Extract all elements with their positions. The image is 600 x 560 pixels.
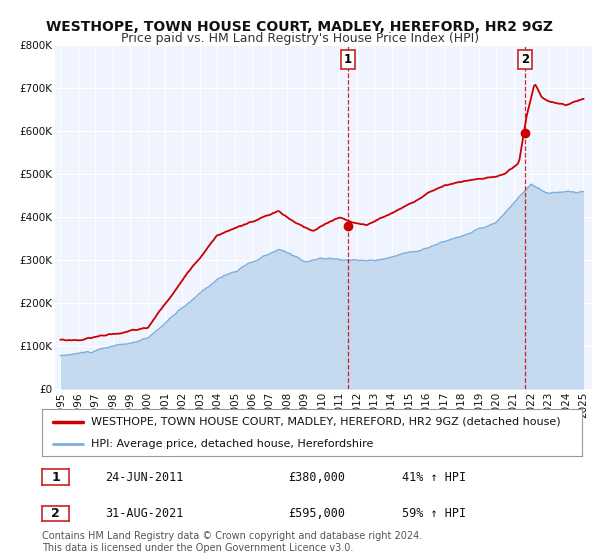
Text: 2: 2: [51, 507, 60, 520]
Text: £595,000: £595,000: [288, 507, 345, 520]
Text: This data is licensed under the Open Government Licence v3.0.: This data is licensed under the Open Gov…: [42, 543, 353, 553]
Text: £380,000: £380,000: [288, 470, 345, 484]
Text: 41% ↑ HPI: 41% ↑ HPI: [402, 470, 466, 484]
Text: WESTHOPE, TOWN HOUSE COURT, MADLEY, HEREFORD, HR2 9GZ: WESTHOPE, TOWN HOUSE COURT, MADLEY, HERE…: [47, 20, 554, 34]
Text: WESTHOPE, TOWN HOUSE COURT, MADLEY, HEREFORD, HR2 9GZ (detached house): WESTHOPE, TOWN HOUSE COURT, MADLEY, HERE…: [91, 417, 560, 427]
Text: Contains HM Land Registry data © Crown copyright and database right 2024.: Contains HM Land Registry data © Crown c…: [42, 531, 422, 541]
Text: 1: 1: [344, 53, 352, 67]
Text: 59% ↑ HPI: 59% ↑ HPI: [402, 507, 466, 520]
Text: 31-AUG-2021: 31-AUG-2021: [105, 507, 184, 520]
Text: 1: 1: [51, 470, 60, 484]
Text: 2: 2: [521, 53, 529, 67]
Text: Price paid vs. HM Land Registry's House Price Index (HPI): Price paid vs. HM Land Registry's House …: [121, 32, 479, 45]
Text: 24-JUN-2011: 24-JUN-2011: [105, 470, 184, 484]
Text: HPI: Average price, detached house, Herefordshire: HPI: Average price, detached house, Here…: [91, 438, 373, 449]
